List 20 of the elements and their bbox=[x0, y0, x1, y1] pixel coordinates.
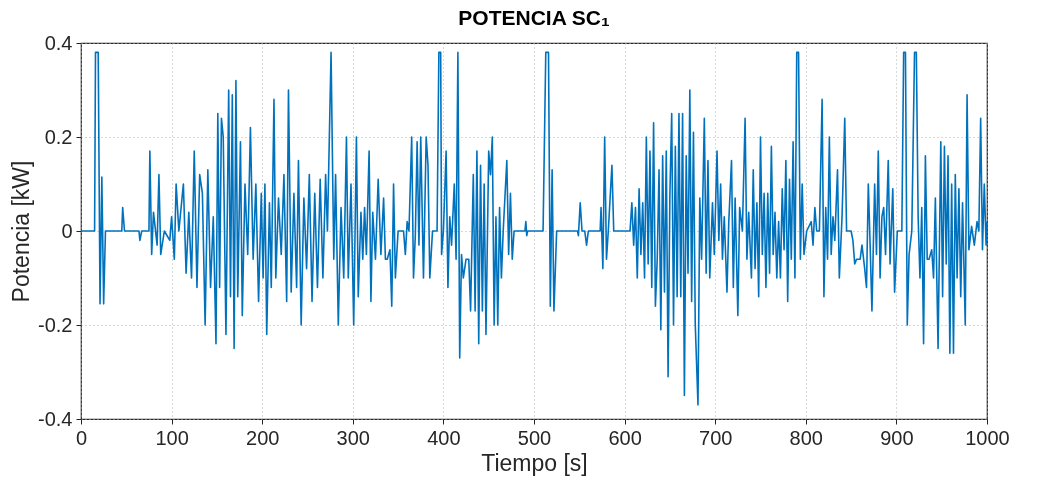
x-tick-label: 0 bbox=[75, 426, 88, 449]
x-tick-label: 200 bbox=[246, 426, 280, 449]
y-axis-title: Potencia [kW] bbox=[8, 160, 35, 303]
x-tick-label: 500 bbox=[517, 426, 552, 449]
x-axis-title: Tiempo [s] bbox=[481, 449, 588, 476]
x-tick-label: 800 bbox=[789, 426, 823, 449]
y-tick-label: 0.4 bbox=[44, 31, 73, 54]
x-tick-label: 900 bbox=[880, 426, 914, 449]
chart-title: POTENCIA SC₁ bbox=[458, 6, 610, 29]
y-tick-label: 0 bbox=[61, 219, 73, 242]
x-tick-label: 1000 bbox=[965, 426, 1010, 449]
x-tick-label: 400 bbox=[427, 426, 461, 449]
x-tick-label: 700 bbox=[699, 426, 733, 449]
y-tick-label: -0.2 bbox=[38, 313, 73, 336]
y-tick-label: -0.4 bbox=[38, 407, 73, 430]
line-series bbox=[80, 51, 988, 406]
x-tick-label: 300 bbox=[336, 426, 370, 449]
x-tick-label: 100 bbox=[155, 426, 189, 449]
y-tick-label: 0.2 bbox=[44, 125, 73, 148]
x-tick-label: 600 bbox=[608, 426, 642, 449]
